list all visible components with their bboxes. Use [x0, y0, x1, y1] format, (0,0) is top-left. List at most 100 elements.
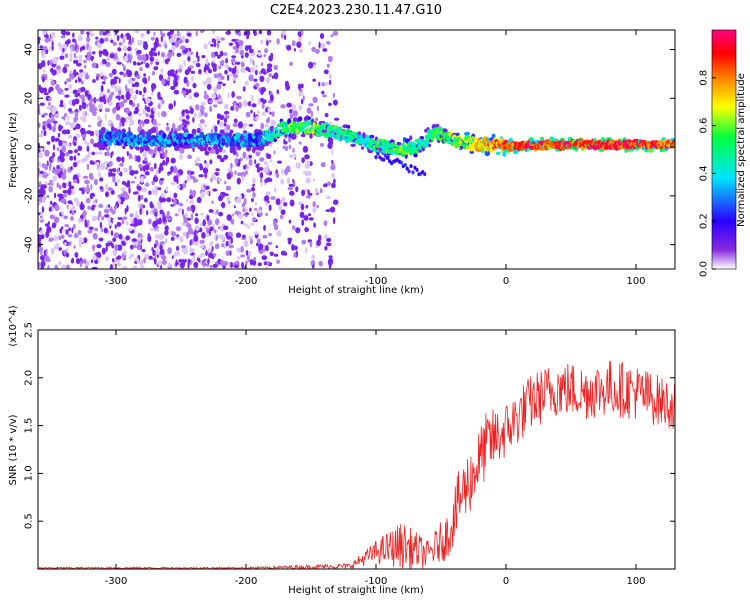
spectrogram-noise-speck — [136, 260, 141, 264]
spectrogram-noise-speck — [276, 89, 279, 95]
spectrogram-noise-speck — [119, 162, 124, 167]
spectrogram-noise-speck — [328, 255, 333, 259]
spectrogram-noise-speck — [126, 151, 129, 156]
spectrogram-noise-speck — [266, 40, 269, 46]
spectrogram-noise-speck — [159, 162, 163, 169]
spectrogram-noise-speck — [295, 162, 301, 169]
spectrogram-noise-speck — [154, 234, 160, 239]
spectrogram-branch-cell — [405, 166, 409, 171]
spectrogram-noise-speck — [176, 245, 180, 251]
spectrogram-noise-speck — [243, 130, 247, 135]
spectrogram-noise-speck — [73, 155, 77, 161]
spectrogram-noise-speck — [178, 64, 184, 69]
spectrogram-noise-speck — [145, 97, 151, 104]
spectrogram-noise-speck — [263, 224, 266, 231]
spectrogram-noise-speck — [134, 176, 137, 180]
spectrogram-noise-speck — [236, 256, 241, 260]
spectrogram-noise-speck — [184, 180, 187, 184]
spectrogram-noise-speck — [116, 34, 120, 42]
spectrogram-noise-speck — [188, 194, 194, 200]
spectrogram-noise-speck — [169, 37, 175, 44]
spectrogram-noise-speck — [199, 239, 205, 244]
spectrogram-noise-speck — [233, 264, 239, 269]
spectrogram-noise-speck — [137, 39, 143, 46]
spectrogram-ridge-cell — [219, 129, 225, 134]
spectrogram-noise-speck — [104, 256, 109, 262]
spectrogram-noise-speck — [188, 65, 194, 69]
spectrogram-noise-speck — [283, 140, 288, 145]
spectrogram-noise-speck — [133, 170, 139, 175]
spectrogram-noise-speck — [319, 33, 325, 39]
spectrogram-noise-speck — [71, 211, 75, 215]
spectrogram-noise-speck — [211, 200, 214, 204]
spectrogram-noise-speck — [88, 226, 94, 230]
spectrogram-noise-speck — [149, 114, 155, 119]
spectrogram-noise-speck — [62, 193, 67, 198]
spectrogram-noise-speck — [250, 222, 255, 226]
spectrogram-noise-speck — [202, 167, 209, 175]
spectrogram-noise-speck — [136, 49, 142, 55]
spectrogram-noise-speck — [188, 95, 193, 100]
spectrogram-noise-speck — [53, 144, 55, 151]
spectrogram-noise-speck — [216, 154, 222, 159]
spectrogram-noise-speck — [199, 30, 204, 34]
spectrogram-noise-speck — [256, 242, 259, 247]
spectrogram-noise-speck — [242, 234, 246, 239]
spectrogram-noise-speck — [59, 163, 63, 169]
spectrogram-noise-speck — [108, 171, 113, 177]
spectrogram-noise-speck — [232, 77, 237, 81]
spectrogram-noise-speck — [199, 119, 205, 124]
spectrogram-noise-speck — [105, 183, 109, 191]
spectrogram-noise-speck — [232, 213, 235, 217]
y-tick-label: -40 — [24, 236, 35, 252]
spectrogram-noise-speck — [146, 210, 149, 216]
spectrogram-noise-speck — [161, 32, 166, 37]
spectrogram-noise-speck — [312, 96, 318, 104]
spectrogram-noise-speck — [269, 251, 274, 257]
spectrogram-noise-speck — [95, 36, 99, 40]
spectrogram-noise-speck — [264, 48, 269, 54]
spectrogram-noise-speck — [139, 150, 142, 154]
spectrogram-noise-speck — [266, 261, 270, 266]
spectrogram-noise-speck — [51, 222, 57, 229]
spectrogram-noise-speck — [246, 254, 250, 261]
spectrogram-noise-speck — [59, 104, 65, 107]
spectrogram-noise-speck — [322, 94, 327, 98]
snr-xlabel: Height of straight line (km) — [288, 585, 424, 596]
spectrogram-noise-speck — [118, 88, 122, 96]
spectrogram-noise-speck — [167, 217, 173, 221]
spectrogram-noise-speck — [130, 218, 135, 223]
x-tick-label: 0 — [503, 276, 509, 287]
spectrogram-noise-speck — [330, 34, 334, 38]
spectrogram-noise-speck — [110, 189, 115, 195]
spectrogram-noise-speck — [174, 41, 180, 48]
spectrogram-ridge-cell — [178, 140, 182, 144]
spectrogram-noise-speck — [170, 204, 174, 207]
spectrogram-noise-speck — [231, 38, 237, 42]
spectrogram-noise-speck — [219, 121, 225, 128]
spectrogram-noise-speck — [56, 147, 60, 152]
spectrogram-noise-speck — [221, 149, 227, 154]
spectrogram-noise-speck — [158, 217, 162, 225]
spectrogram-noise-speck — [136, 62, 142, 66]
spectrogram-noise-speck — [116, 61, 122, 65]
spectrogram-noise-speck — [153, 43, 157, 50]
snr-panel: -300 -200 -100 0 100 0.5 1.0 1.5 2.0 2.5 Height o… — [8, 305, 676, 596]
spectrogram-noise-speck — [79, 241, 82, 248]
spectrogram-noise-speck — [333, 178, 336, 184]
spectrogram-noise-speck — [79, 69, 84, 73]
spectrogram-noise-speck — [66, 204, 69, 208]
spectrogram-noise-speck — [159, 241, 165, 245]
spectrogram-noise-speck — [250, 109, 253, 114]
spectrogram-noise-speck — [222, 52, 228, 56]
spectrogram-noise-speck — [134, 106, 139, 114]
y-tick-label: 2.0 — [24, 370, 35, 386]
spectrogram-ridge-cell — [484, 150, 491, 157]
spectrogram-noise-speck — [121, 219, 125, 225]
spectrogram-noise-speck — [292, 225, 296, 231]
spectrogram-noise-speck — [111, 168, 117, 173]
spectrogram-noise-speck — [325, 242, 332, 247]
spectrogram-noise-speck — [265, 78, 271, 82]
spectrogram-noise-speck — [128, 165, 132, 172]
spectrogram-noise-speck — [159, 178, 165, 181]
